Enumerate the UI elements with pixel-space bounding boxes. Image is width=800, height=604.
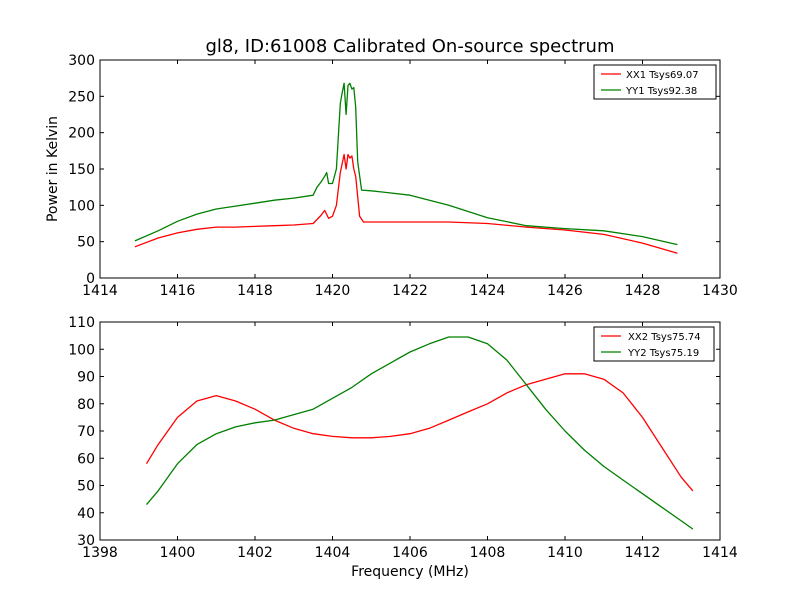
bottom-x-tick-label: 1404 — [315, 545, 351, 561]
top-axis-ticks: 1414 1416 1418 1420 1422 1424 1426 1428 1430 0 50 1… — [68, 53, 738, 299]
top-x-tick-label: 1414 — [82, 283, 118, 299]
bottom-series-line-1 — [145, 373, 694, 492]
bottom-y-tick-label: 40 — [77, 506, 95, 522]
bottom-x-tick-label: 1400 — [160, 545, 196, 561]
top-y-tick-label: 100 — [68, 198, 95, 214]
bottom-series-group — [145, 336, 694, 530]
top-y-tick-label: 200 — [68, 126, 95, 142]
bottom-series-line-2 — [146, 336, 694, 530]
bottom-y-tick-label: 30 — [77, 533, 95, 549]
top-legend-label-2: YY1 Tsys92.38 — [625, 86, 697, 97]
bottom-x-tick-label: 1414 — [702, 545, 738, 561]
top-panel: gl8, ID:61008 Calibrated On-source spect… — [45, 36, 738, 299]
top-y-tick-label: 50 — [77, 235, 95, 251]
bottom-plot-frame — [99, 321, 721, 541]
top-series-group — [134, 82, 678, 254]
top-x-tick-label: 1426 — [547, 283, 583, 299]
bottom-x-tick-label: 1410 — [547, 545, 583, 561]
bottom-y-tick-label: 100 — [68, 342, 95, 358]
bottom-y-tick-label: 80 — [77, 397, 95, 413]
bottom-x-tick-label: 1398 — [82, 545, 118, 561]
top-x-tick-label: 1422 — [392, 283, 428, 299]
top-x-tick-label: 1428 — [625, 283, 661, 299]
top-series-line-2 — [134, 82, 678, 246]
bottom-y-tick-label: 70 — [77, 424, 95, 440]
bottom-legend-label-2: YY2 Tsys75.19 — [627, 348, 699, 359]
bottom-x-tick-label: 1408 — [470, 545, 506, 561]
top-y-tick-label: 250 — [68, 89, 95, 105]
top-legend: XX1 Tsys69.07 YY1 Tsys92.38 — [593, 64, 717, 100]
bottom-x-tick-label: 1406 — [392, 545, 428, 561]
top-x-tick-label: 1420 — [315, 283, 351, 299]
bottom-legend-box — [593, 326, 715, 362]
top-y-tick-label: 0 — [86, 271, 95, 287]
bottom-x-tick-label: 1412 — [625, 545, 661, 561]
top-y-tick-label: 300 — [68, 53, 95, 69]
bottom-legend: XX2 Tsys75.74 YY2 Tsys75.19 — [593, 326, 715, 362]
top-chart-title: gl8, ID:61008 Calibrated On-source spect… — [205, 36, 614, 57]
bottom-y-tick-label: 110 — [68, 315, 95, 331]
bottom-y-tick-label: 90 — [77, 370, 95, 386]
top-legend-label-1: XX1 Tsys69.07 — [626, 70, 699, 81]
bottom-panel: Frequency (MHz) 1398 1400 1402 1404 1406 1408… — [68, 315, 738, 580]
top-y-tick-label: 150 — [68, 162, 95, 178]
bottom-x-tick-label: 1402 — [237, 545, 273, 561]
bottom-legend-label-1: XX2 Tsys75.74 — [628, 332, 701, 343]
bottom-x-axis-label: Frequency (MHz) — [351, 564, 469, 580]
top-x-tick-label: 1430 — [702, 283, 738, 299]
top-x-tick-label: 1416 — [160, 283, 196, 299]
bottom-axis-ticks: 1398 1400 1402 1404 1406 1408 1410 1412 1414 30 40… — [68, 315, 738, 561]
top-y-axis-label: Power in Kelvin — [45, 116, 61, 222]
top-plot-frame — [99, 59, 721, 279]
top-x-tick-label: 1424 — [470, 283, 506, 299]
bottom-y-tick-label: 60 — [77, 451, 95, 467]
top-x-tick-label: 1418 — [237, 283, 273, 299]
top-series-line-1 — [134, 153, 678, 254]
top-legend-box — [593, 64, 717, 100]
bottom-y-tick-label: 50 — [77, 479, 95, 495]
